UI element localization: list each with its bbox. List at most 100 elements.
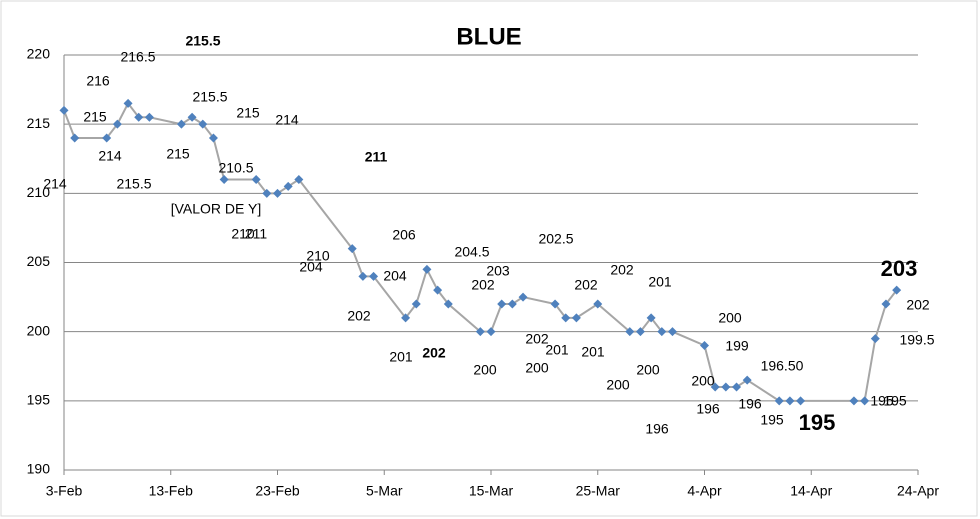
x-tick-label: 3-Feb xyxy=(46,483,83,499)
data-label: 216.5 xyxy=(120,49,155,65)
point xyxy=(433,285,443,295)
point xyxy=(732,382,742,392)
y-tick-label: 200 xyxy=(27,322,51,338)
series-line xyxy=(63,101,898,402)
point xyxy=(593,299,603,309)
point xyxy=(112,119,122,129)
point xyxy=(347,244,357,254)
point xyxy=(422,264,432,274)
point xyxy=(571,313,581,323)
point xyxy=(860,396,870,406)
point xyxy=(518,292,528,302)
point xyxy=(646,313,656,323)
data-label: 215 xyxy=(166,146,190,162)
x-tick-label: 15-Mar xyxy=(469,483,514,499)
data-label: 201 xyxy=(648,274,672,290)
x-tick-label: 13-Feb xyxy=(149,483,194,499)
point xyxy=(70,133,80,143)
data-label: 204.5 xyxy=(454,244,489,260)
data-label: 214 xyxy=(43,176,67,192)
data-label: 215 xyxy=(236,105,260,121)
point xyxy=(283,181,293,191)
x-tick-label: 5-Mar xyxy=(366,483,403,499)
point xyxy=(262,188,272,198)
point xyxy=(443,299,453,309)
point xyxy=(892,285,902,295)
data-label: 215.5 xyxy=(192,89,227,105)
point xyxy=(870,334,880,344)
data-label: 200 xyxy=(718,310,742,326)
point xyxy=(550,299,560,309)
point xyxy=(144,112,154,122)
point xyxy=(796,396,806,406)
data-label: 210 xyxy=(306,248,330,264)
point xyxy=(774,396,784,406)
data-label: 202.5 xyxy=(538,231,573,247)
point xyxy=(198,119,208,129)
x-tick-label: 23-Feb xyxy=(255,483,300,499)
y-tick-label: 215 xyxy=(27,115,51,131)
point xyxy=(721,382,731,392)
chart-title: BLUE xyxy=(456,23,521,50)
data-label: 216 xyxy=(86,73,110,89)
data-label: 211 xyxy=(245,226,268,242)
point xyxy=(134,112,144,122)
data-label: 199.5 xyxy=(899,332,934,348)
data-label: 200 xyxy=(606,377,630,393)
point xyxy=(123,98,133,108)
data-label: 200 xyxy=(636,362,660,378)
x-tick-label: 4-Apr xyxy=(687,483,722,499)
point xyxy=(273,188,282,198)
point xyxy=(710,382,720,392)
point xyxy=(294,175,304,184)
data-label: 214 xyxy=(275,112,299,128)
point xyxy=(486,327,496,337)
point xyxy=(507,299,517,309)
data-label: 199 xyxy=(725,338,749,354)
point xyxy=(219,175,229,184)
data-label: 201 xyxy=(389,349,413,365)
data-label: 196.50 xyxy=(761,358,804,374)
data-label: 204 xyxy=(299,259,323,275)
data-label: [VALOR DE Y] xyxy=(171,201,262,217)
point xyxy=(657,327,667,337)
y-tick-label: 195 xyxy=(27,392,51,408)
point xyxy=(881,299,891,309)
point xyxy=(251,175,261,184)
x-tick-label: 24-Apr xyxy=(897,483,939,499)
data-label: 195 xyxy=(799,410,836,435)
point xyxy=(849,396,859,406)
data-label: 202 xyxy=(574,277,598,293)
point xyxy=(785,396,795,406)
point xyxy=(369,271,379,281)
data-label: 202 xyxy=(471,277,495,293)
data-label: 195 xyxy=(883,393,907,409)
data-label: 196 xyxy=(738,396,762,412)
point xyxy=(667,327,677,337)
x-tick-label: 14-Apr xyxy=(790,483,832,499)
y-tick-label: 210 xyxy=(27,184,51,200)
data-label: 204 xyxy=(383,268,407,284)
data-label: 200 xyxy=(691,373,715,389)
data-label: 202 xyxy=(525,331,549,347)
point xyxy=(700,341,709,350)
data-label: 196 xyxy=(696,401,720,417)
point xyxy=(401,313,411,323)
point xyxy=(742,375,752,385)
data-label: 215.5 xyxy=(185,33,220,49)
point xyxy=(561,313,571,323)
data-label: 211 xyxy=(365,149,388,165)
data-label: 215.5 xyxy=(116,176,151,192)
point xyxy=(475,327,485,337)
data-label: 203 xyxy=(486,263,510,279)
data-label: 210 xyxy=(231,226,255,242)
data-label: 202 xyxy=(347,308,371,324)
data-label: 210.5 xyxy=(218,160,253,176)
data-label: 206 xyxy=(392,227,416,243)
y-tick-label: 205 xyxy=(27,253,51,269)
point xyxy=(187,112,197,122)
data-label: 202 xyxy=(610,262,634,278)
data-label: 202 xyxy=(906,297,930,313)
